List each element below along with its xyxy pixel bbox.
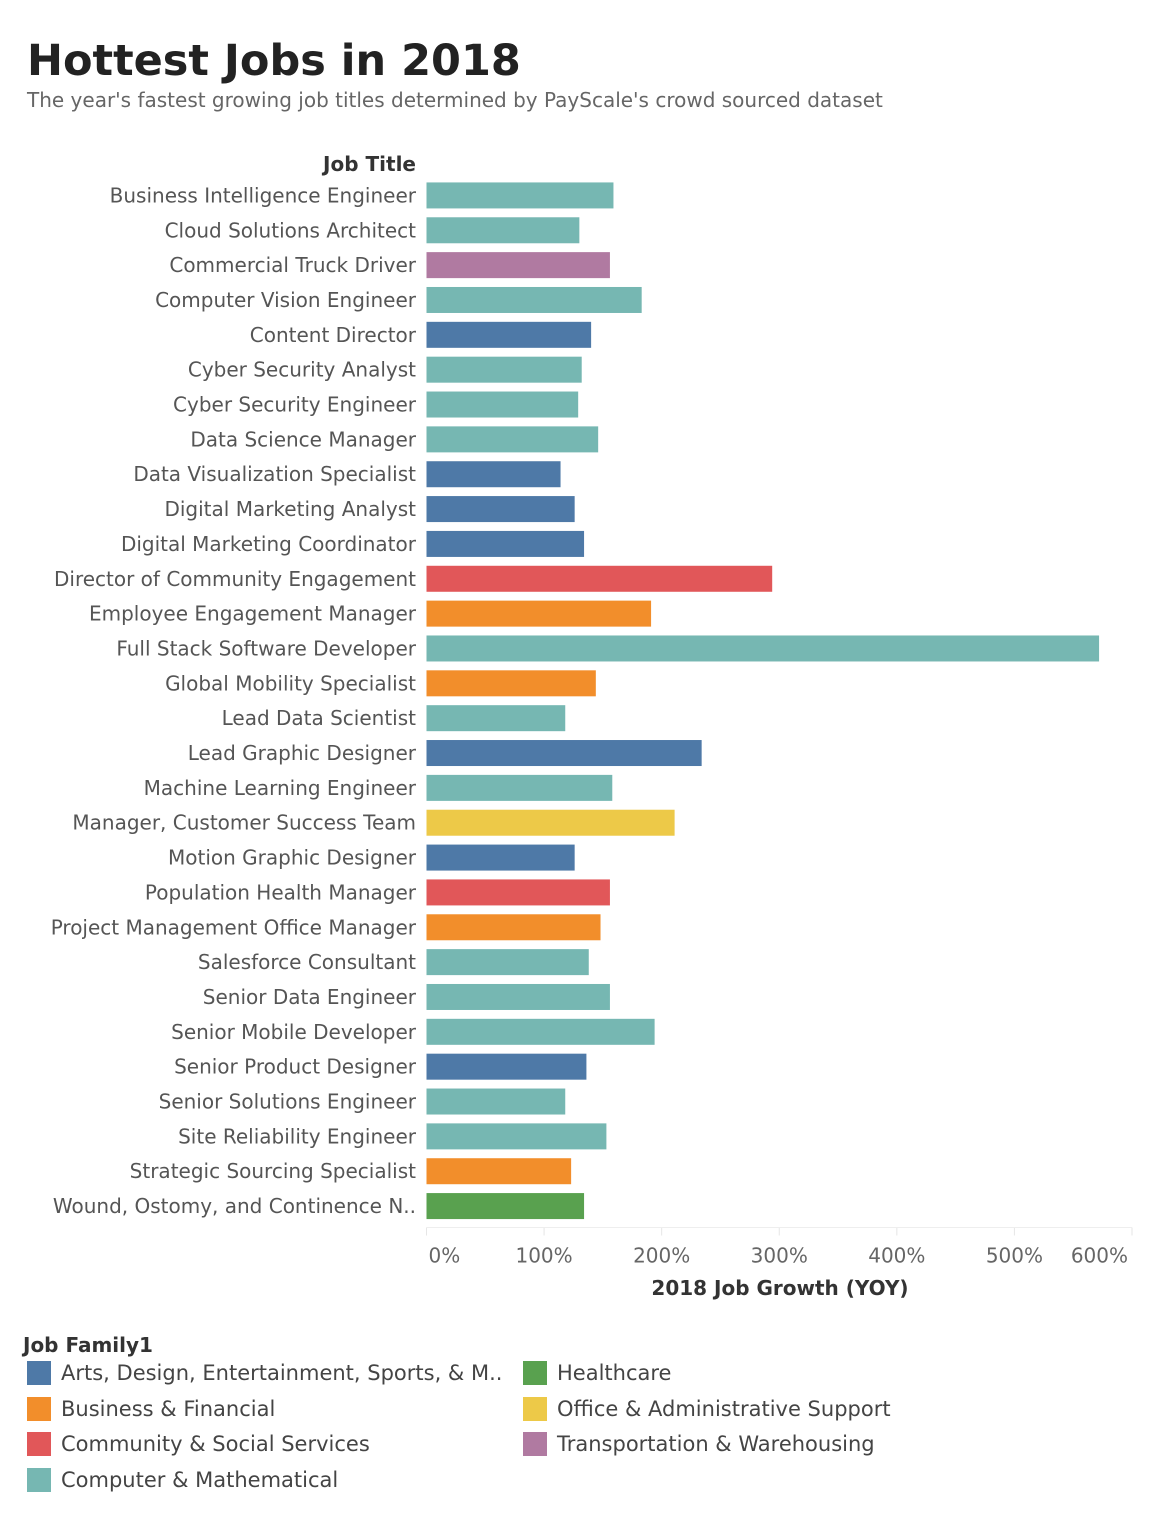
row-header: Job Title: [323, 152, 416, 176]
bar: [426, 1123, 607, 1150]
bar: [426, 182, 614, 209]
x-tick-label: 0%: [429, 1244, 461, 1268]
bar: [426, 565, 773, 592]
category-label: Lead Data Scientist: [222, 706, 417, 730]
legend-item[interactable]: Arts, Design, Entertainment, Sports, & M…: [27, 1361, 502, 1385]
category-label: Lead Graphic Designer: [188, 741, 417, 765]
category-label: Senior Product Designer: [174, 1055, 417, 1079]
legend-label: Community & Social Services: [61, 1432, 370, 1456]
bar: [426, 600, 652, 627]
bar: [426, 1088, 566, 1115]
bar: [426, 635, 1100, 662]
bar: [426, 252, 610, 279]
category-label: Business Intelligence Engineer: [110, 183, 417, 207]
legend-item[interactable]: Healthcare: [523, 1361, 671, 1385]
category-label: Digital Marketing Coordinator: [121, 532, 417, 556]
x-tick-label: 500%: [986, 1244, 1043, 1268]
category-label: Manager, Customer Success Team: [72, 811, 416, 835]
legend-swatch: [27, 1467, 51, 1492]
legend-label: Arts, Design, Entertainment, Sports, & M…: [61, 1361, 503, 1385]
category-label: Computer Vision Engineer: [155, 288, 417, 312]
bar: [426, 496, 575, 523]
category-label: Data Visualization Specialist: [133, 462, 416, 486]
category-label: Project Management Office Manager: [51, 915, 417, 939]
legend-swatch: [27, 1396, 51, 1421]
x-tick-label: 600%: [1071, 1244, 1128, 1268]
category-label: Data Science Manager: [190, 427, 416, 451]
bar: [426, 321, 592, 348]
bar: [426, 1158, 572, 1185]
legend-item[interactable]: Business & Financial: [27, 1396, 276, 1421]
category-label: Site Reliability Engineer: [178, 1124, 417, 1148]
bar: [426, 1193, 585, 1220]
bar: [426, 914, 601, 941]
x-tick-label: 400%: [868, 1244, 925, 1268]
bar: [426, 844, 575, 871]
category-label: Cyber Security Engineer: [173, 393, 417, 417]
bar: [426, 879, 610, 906]
legend-title: Job Family1: [23, 1333, 153, 1357]
bar: [426, 1053, 587, 1080]
category-label: Global Mobility Specialist: [165, 671, 416, 695]
x-axis-title: 2018 Job Growth (YOY): [651, 1276, 909, 1300]
category-label: Senior Solutions Engineer: [159, 1090, 417, 1114]
category-label: Senior Data Engineer: [203, 985, 417, 1009]
bar: [426, 426, 599, 453]
chart-subtitle: The year's fastest growing job titles de…: [27, 88, 883, 112]
legend-label: Office & Administrative Support: [557, 1396, 891, 1421]
bar: [426, 670, 596, 697]
category-label: Director of Community Engagement: [54, 567, 416, 591]
legend-label: Computer & Mathematical: [61, 1467, 339, 1492]
x-tick-label: 200%: [633, 1244, 690, 1268]
bar: [426, 1018, 655, 1045]
bar: [426, 705, 566, 732]
legend-label: Healthcare: [557, 1361, 672, 1385]
category-label: Cyber Security Analyst: [188, 358, 416, 382]
bar: [426, 983, 610, 1010]
category-label: Strategic Sourcing Specialist: [130, 1159, 416, 1183]
bar: [426, 286, 642, 313]
category-label: Population Health Manager: [145, 880, 417, 904]
bar: [426, 949, 589, 976]
category-label: Cloud Solutions Architect: [165, 218, 417, 242]
bar: [426, 356, 582, 383]
legend-label: Business & Financial: [61, 1396, 276, 1421]
chart-title: Hottest Jobs in 2018: [27, 36, 521, 86]
legend-label: Transportation & Warehousing: [557, 1432, 875, 1456]
x-tick-label: 100%: [515, 1244, 572, 1268]
x-tick-label: 300%: [751, 1244, 808, 1268]
category-label: Wound, Ostomy, and Continence N..: [53, 1194, 416, 1218]
legend-item[interactable]: Transportation & Warehousing: [523, 1432, 875, 1456]
category-label: Salesforce Consultant: [198, 950, 416, 974]
legend-swatch: [27, 1361, 51, 1385]
category-label: Motion Graphic Designer: [168, 846, 417, 870]
legend-item[interactable]: Office & Administrative Support: [523, 1396, 891, 1421]
category-label: Content Director: [250, 323, 417, 347]
bar: [426, 740, 702, 767]
legend-swatch: [523, 1361, 547, 1385]
bar: [426, 530, 585, 557]
category-label: Senior Mobile Developer: [171, 1020, 417, 1044]
category-label: Digital Marketing Analyst: [164, 497, 416, 521]
bar: [426, 391, 579, 418]
category-label: Machine Learning Engineer: [144, 776, 417, 800]
legend-swatch: [523, 1396, 547, 1421]
legend-item[interactable]: Community & Social Services: [27, 1432, 370, 1456]
legend-swatch: [523, 1432, 547, 1456]
bar: [426, 809, 675, 836]
category-label: Employee Engagement Manager: [89, 602, 417, 626]
bar: [426, 774, 613, 801]
category-label: Commercial Truck Driver: [169, 253, 416, 277]
bar: [426, 461, 561, 488]
bar: [426, 217, 580, 244]
category-label: Full Stack Software Developer: [116, 636, 416, 660]
legend-item[interactable]: Computer & Mathematical: [27, 1467, 339, 1492]
legend-swatch: [27, 1432, 51, 1456]
